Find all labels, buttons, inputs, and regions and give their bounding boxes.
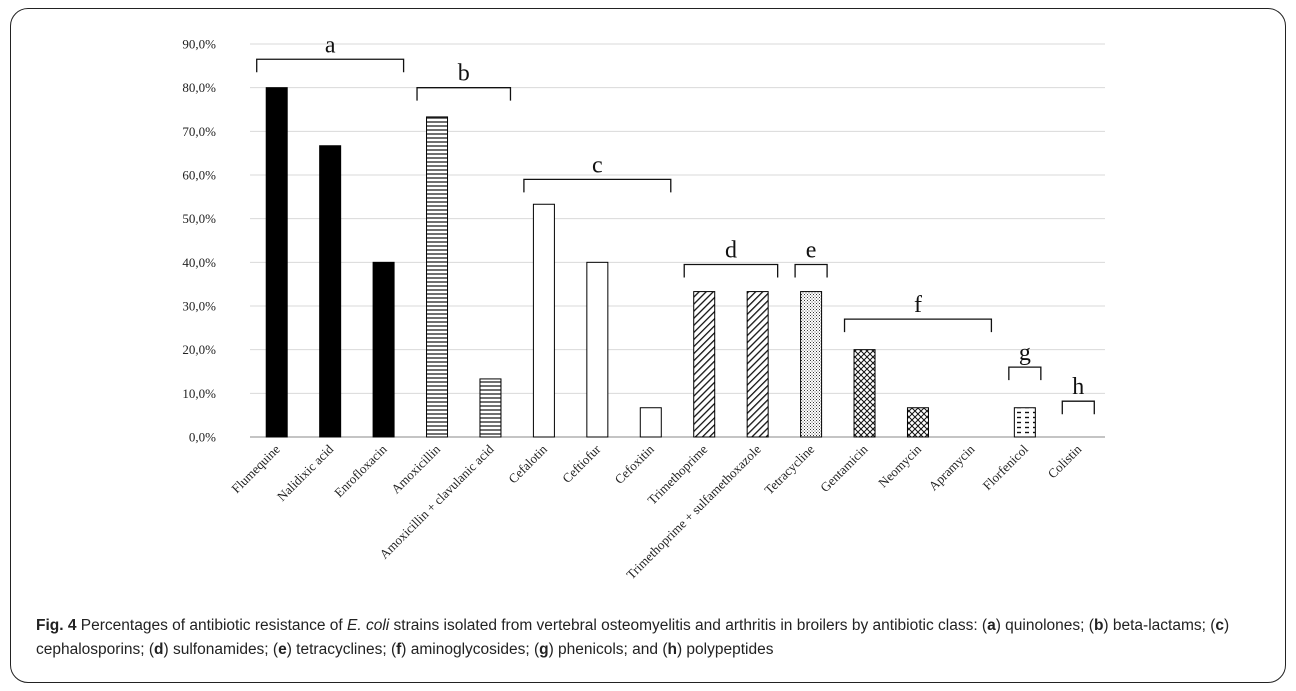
caption-part: ) tetracyclines; ( [286, 641, 397, 658]
caption-part: E. coli [347, 617, 390, 634]
x-tick-label: Enrofloxacin [331, 441, 390, 500]
class-bracket [256, 58, 405, 73]
x-tick-label: Apramycin [926, 441, 978, 493]
class-bracket [1061, 400, 1095, 415]
y-tick-label: 40,0% [182, 255, 216, 270]
caption-part: ) beta-lactams; ( [1103, 617, 1216, 634]
y-tick-label: 70,0% [182, 124, 216, 139]
bar [800, 291, 823, 438]
y-tick-label: 0,0% [189, 430, 216, 445]
y-tick-label: 10,0% [182, 386, 216, 401]
bar [372, 261, 395, 438]
caption-part: e [278, 641, 287, 658]
y-tick-label: 90,0% [182, 37, 216, 52]
y-axis-ticks: 0,0% 10,0% 20,0% 30,0% 40,0% 50,0% 60,0% 70,0% 8… [182, 37, 216, 445]
x-tick-label: Amoxicillin + clavulanic acid [376, 441, 497, 562]
bar [479, 378, 502, 438]
class-label: b [458, 61, 470, 87]
caption-part: b [1093, 617, 1104, 634]
x-tick-label: Amoxicillin [388, 441, 443, 496]
class-label: d [725, 238, 737, 264]
caption-part: g [539, 641, 549, 658]
caption-label: Fig. 4 [36, 617, 77, 634]
bar [906, 407, 929, 438]
class-label: f [914, 292, 922, 318]
caption-part: a [987, 617, 996, 634]
x-tick-label: Flumequine [228, 441, 283, 496]
bar [265, 87, 288, 438]
caption-part: h [667, 641, 677, 658]
caption-part: f [396, 641, 402, 658]
bar [693, 291, 716, 438]
caption-part: ) polypeptides [676, 641, 774, 658]
caption-part: ) sulfonamides; ( [163, 641, 279, 658]
caption-part: d [154, 641, 164, 658]
class-label: e [806, 238, 817, 264]
x-tick-label: Colistin [1045, 441, 1085, 481]
class-bracket [794, 263, 828, 278]
figure-caption: Fig. 4 Percentages of antibiotic resista… [36, 614, 1266, 662]
caption-part: c [1215, 617, 1225, 634]
bar [746, 291, 769, 438]
y-tick-label: 80,0% [182, 80, 216, 95]
y-tick-label: 50,0% [182, 211, 216, 226]
x-tick-label: Nalidixic acid [274, 441, 337, 504]
bar [586, 261, 609, 438]
bars [265, 87, 1036, 438]
caption-part: ) quinolones; ( [995, 617, 1094, 634]
x-tick-label: Tetracycline [761, 441, 817, 497]
x-tick-label: Gentamicin [817, 441, 871, 495]
bar [853, 349, 876, 438]
x-tick-label: Cefoxitin [612, 441, 658, 487]
class-bracket [416, 87, 512, 101]
class-label: c [592, 152, 603, 178]
figure-frame [10, 8, 1286, 683]
class-label: a [325, 32, 336, 58]
caption-text: Percentages of antibiotic resistance of … [36, 617, 1229, 658]
x-tick-label: Neomycin [875, 441, 924, 490]
class-label: g [1019, 340, 1031, 366]
bar [1013, 407, 1036, 438]
bar [319, 145, 342, 438]
caption-part: ) aminoglycosides; ( [401, 641, 540, 658]
y-tick-label: 30,0% [182, 299, 216, 314]
class-bracket [843, 318, 993, 333]
class-brackets: a b c d e f g h [256, 32, 1095, 415]
bar [532, 203, 555, 438]
class-label: h [1072, 374, 1084, 400]
y-tick-label: 20,0% [182, 342, 216, 357]
caption-part: ) phenicols; and ( [548, 641, 668, 658]
class-bracket [1008, 366, 1042, 381]
caption-part: ) cephalosporins; ( [36, 617, 1230, 658]
x-tick-label: Ceftiofur [559, 441, 604, 486]
y-tick-label: 60,0% [182, 168, 216, 183]
bar [426, 116, 449, 438]
caption-part: strains isolated from vertebral osteomye… [389, 617, 988, 634]
class-bracket [523, 178, 672, 193]
class-bracket [683, 263, 779, 278]
bar [639, 407, 662, 438]
caption-part: Percentages of antibiotic resistance of [76, 617, 348, 634]
x-tick-label: Cefalotin [505, 441, 550, 486]
x-tick-label: Florfenicol [980, 441, 1032, 493]
